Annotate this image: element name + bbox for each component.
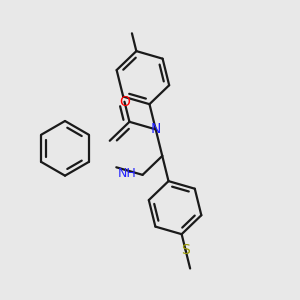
Text: NH: NH — [118, 167, 136, 180]
Text: O: O — [119, 95, 130, 109]
Text: N: N — [151, 122, 161, 136]
Text: S: S — [181, 243, 190, 257]
